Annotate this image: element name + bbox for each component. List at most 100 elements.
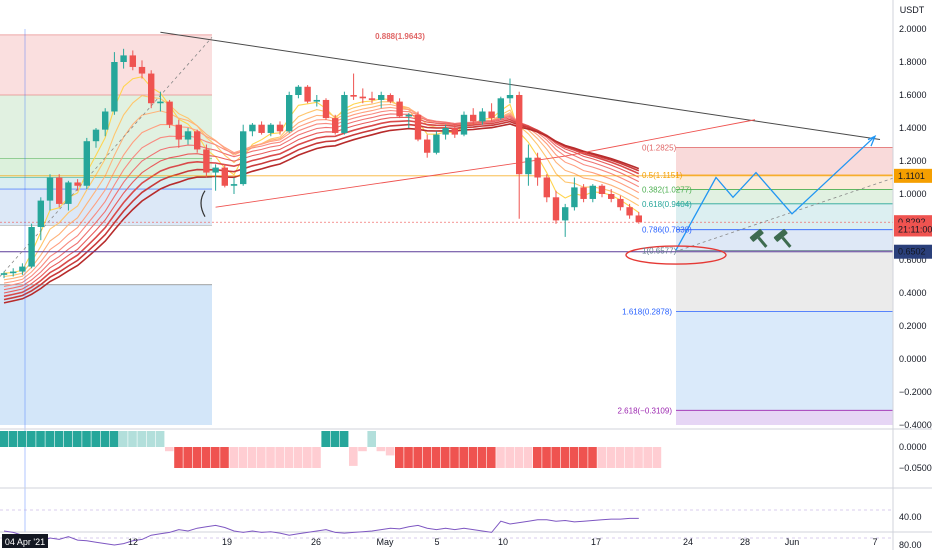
histogram-bar	[551, 447, 560, 468]
histogram-bar	[542, 447, 551, 468]
candle-body	[0, 273, 8, 275]
candle-body	[598, 185, 606, 194]
histogram-bar	[468, 447, 478, 468]
fib-zone-right	[676, 175, 893, 190]
histogram-bar	[275, 447, 284, 468]
quote-currency: USDT	[900, 5, 925, 15]
candle-body	[562, 207, 569, 221]
bracket-mark	[200, 190, 206, 217]
histogram-bar	[220, 447, 229, 468]
candle-body	[617, 198, 624, 208]
histogram-bar	[395, 447, 404, 468]
histogram-bar	[533, 447, 542, 468]
time-tick-label: 04 Apr '21	[5, 537, 45, 547]
candles[interactable]	[0, 48, 642, 279]
fib-level-label: 1.618(0.2878)	[622, 308, 672, 317]
candle-body	[460, 114, 468, 135]
histogram-bar	[238, 447, 248, 468]
histogram-bar	[211, 447, 220, 468]
candle-body	[92, 129, 100, 142]
histogram-bar	[192, 447, 202, 468]
candle-body	[286, 95, 293, 132]
price-tick-label: 1.2000	[899, 156, 927, 166]
date-marker	[2, 534, 48, 548]
histogram-bar	[560, 447, 570, 468]
candle-body	[102, 111, 109, 130]
histogram-bar	[450, 447, 459, 468]
candle-body	[138, 66, 146, 74]
histogram-bar	[293, 447, 303, 468]
candle-body	[56, 177, 63, 204]
histogram-bar	[312, 447, 321, 468]
candle-body	[516, 95, 523, 175]
candle-body	[203, 149, 210, 173]
histogram-bar	[27, 431, 36, 447]
histogram-bar	[459, 447, 468, 468]
candle-body	[194, 131, 201, 150]
candle-body	[148, 73, 155, 104]
histogram-tick-label: −0.0500	[899, 463, 932, 473]
candle-body	[378, 95, 385, 100]
candle-body	[626, 207, 633, 216]
candle-body	[433, 134, 440, 153]
time-tick-label: 28	[740, 537, 750, 547]
moving-average-line	[3, 123, 640, 304]
histogram-bar	[413, 447, 422, 468]
fib-level-label: 0.382(1.0277)	[642, 185, 692, 194]
descending-trendline	[160, 31, 881, 141]
moving-average-line	[3, 106, 640, 284]
histogram-bar	[137, 431, 146, 447]
time-tick-label: 12	[128, 537, 138, 547]
candle-body	[488, 111, 495, 119]
candle-body	[470, 114, 477, 122]
time-tick-label: 7	[872, 537, 877, 547]
histogram-bar	[128, 431, 137, 447]
background-layer	[0, 34, 893, 425]
histogram-bar	[367, 431, 376, 447]
moving-average-line	[3, 95, 640, 278]
histogram-bar	[54, 431, 64, 447]
moving-average-ribbon	[3, 76, 640, 304]
candle-body	[28, 227, 35, 267]
projection-path	[675, 135, 876, 251]
gavel-handle	[781, 236, 792, 248]
price-tag-label: 0.6502	[898, 247, 926, 257]
histogram-bar	[523, 447, 533, 468]
candle-body	[295, 86, 302, 95]
rising-support-line	[215, 155, 566, 208]
histogram-bar	[174, 447, 183, 468]
rsi-line	[3, 517, 639, 546]
gavel-icon	[749, 228, 768, 248]
price-tag	[894, 168, 932, 183]
histogram-bar	[183, 447, 192, 468]
candle-body	[525, 157, 532, 175]
fib-zone-left-bottom	[0, 284, 212, 425]
histogram-bar	[201, 447, 211, 468]
histogram-bar	[257, 447, 266, 468]
price-tag	[894, 244, 932, 259]
histogram-bar	[8, 431, 18, 447]
moving-average-line	[3, 103, 640, 281]
moving-average-line	[3, 76, 640, 274]
fib-level-label: 0.618(0.9404)	[642, 200, 692, 209]
fib-level-label: 2.618(−0.3109)	[618, 406, 673, 415]
candle-body	[120, 55, 127, 62]
candle-body	[65, 182, 72, 204]
candle-body	[37, 200, 44, 227]
histogram-bar	[505, 447, 514, 468]
candle-body	[368, 98, 376, 100]
histogram-bar	[376, 447, 386, 452]
fib-zone-right	[676, 203, 893, 230]
candle-body	[608, 194, 615, 199]
candle-body	[304, 86, 311, 102]
histogram-bar	[625, 447, 634, 468]
fib-zone-left	[0, 177, 212, 190]
candle-body	[506, 95, 514, 99]
candle-body	[19, 266, 26, 272]
projection-arrowhead	[867, 135, 877, 147]
price-tick-label: 0.6000	[899, 255, 927, 265]
price-tick-label: 1.6000	[899, 90, 927, 100]
time-tick-label: 5	[434, 537, 439, 547]
histogram-bar	[477, 447, 487, 468]
